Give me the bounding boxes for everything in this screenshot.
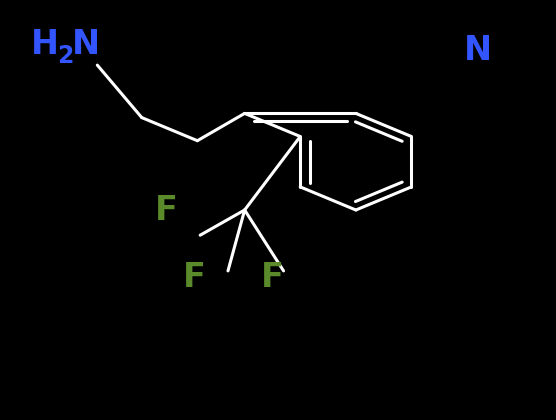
Text: F: F [155, 194, 178, 226]
Text: H: H [31, 28, 58, 60]
Text: N: N [72, 28, 101, 60]
Text: 2: 2 [57, 44, 73, 68]
Text: F: F [261, 261, 284, 294]
Text: F: F [183, 261, 206, 294]
Text: N: N [464, 34, 492, 67]
